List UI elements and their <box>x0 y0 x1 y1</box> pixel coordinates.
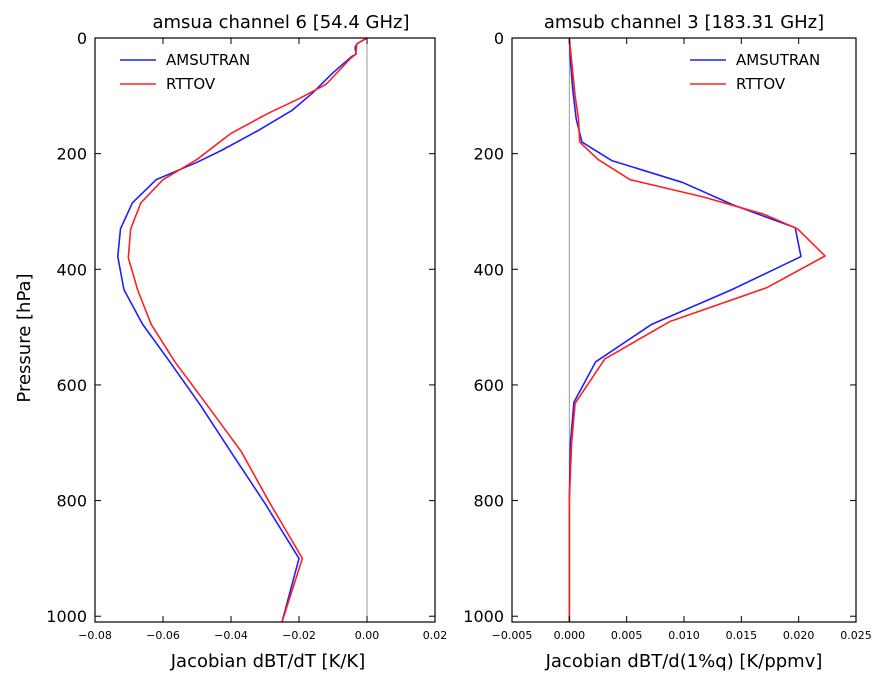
legend-left: AMSUTRAN RTTOV <box>120 51 250 93</box>
axes-frame-left <box>94 37 436 623</box>
y-tick-label-right: 0 <box>494 29 504 48</box>
x-tick-label-left: −0.02 <box>282 629 316 642</box>
series-line-rttov-left <box>127 37 368 623</box>
chart-panel-left: amsua channel 6 [54.4 GHz] Pressure [hPa… <box>14 12 447 672</box>
y-tick-label-right: 800 <box>473 492 504 511</box>
x-tick-label-left: 0.00 <box>355 629 380 642</box>
y-tick-label-left: 1000 <box>46 607 87 626</box>
legend-right: AMSUTRAN RTTOV <box>690 51 820 93</box>
x-tick-label-left: −0.04 <box>214 629 248 642</box>
x-tick-label-left: 0.02 <box>423 629 448 642</box>
y-tick-label-left: 0 <box>77 29 87 48</box>
y-axis-label: Pressure [hPa] <box>14 273 35 402</box>
chart-title-left: amsua channel 6 [54.4 GHz] <box>152 12 409 33</box>
legend-label-amsutran-left: AMSUTRAN <box>166 51 250 69</box>
x-tick-label-right: 0.005 <box>611 629 643 642</box>
x-axis-label-right: Jacobian dBT/d(1%q) [K/ppmv] <box>545 651 823 672</box>
x-tick-label-right: 0.025 <box>840 629 872 642</box>
y-tick-label-right: 200 <box>473 145 504 164</box>
y-tick-label-left: 800 <box>56 492 87 511</box>
legend-label-amsutran-right: AMSUTRAN <box>736 51 820 69</box>
chart-title-right: amsub channel 3 [183.31 GHz] <box>544 12 824 33</box>
x-tick-label-left: −0.08 <box>78 629 112 642</box>
y-tick-label-left: 600 <box>56 376 87 395</box>
x-tick-label-right: 0.015 <box>726 629 758 642</box>
axes-frame-right <box>511 37 857 623</box>
y-tick-label-right: 600 <box>473 376 504 395</box>
series-line-rttov-right <box>568 37 826 622</box>
legend-label-rttov-left: RTTOV <box>166 75 216 93</box>
x-tick-label-right: 0.000 <box>554 629 586 642</box>
y-tick-label-right: 400 <box>473 260 504 279</box>
x-axis-label-left: Jacobian dBT/dT [K/K] <box>170 651 366 672</box>
x-tick-label-right: 0.020 <box>783 629 815 642</box>
chart-panel-right: amsub channel 3 [183.31 GHz] Jacobian dB… <box>463 12 871 672</box>
x-tick-label-right: 0.010 <box>668 629 700 642</box>
legend-label-rttov-right: RTTOV <box>736 75 786 93</box>
y-tick-label-left: 200 <box>56 145 87 164</box>
y-tick-label-left: 400 <box>56 260 87 279</box>
y-tick-label-right: 1000 <box>463 607 504 626</box>
series-line-amsutran-right <box>568 37 802 622</box>
x-tick-label-right: −0.005 <box>492 629 533 642</box>
x-tick-label-left: −0.06 <box>146 629 180 642</box>
